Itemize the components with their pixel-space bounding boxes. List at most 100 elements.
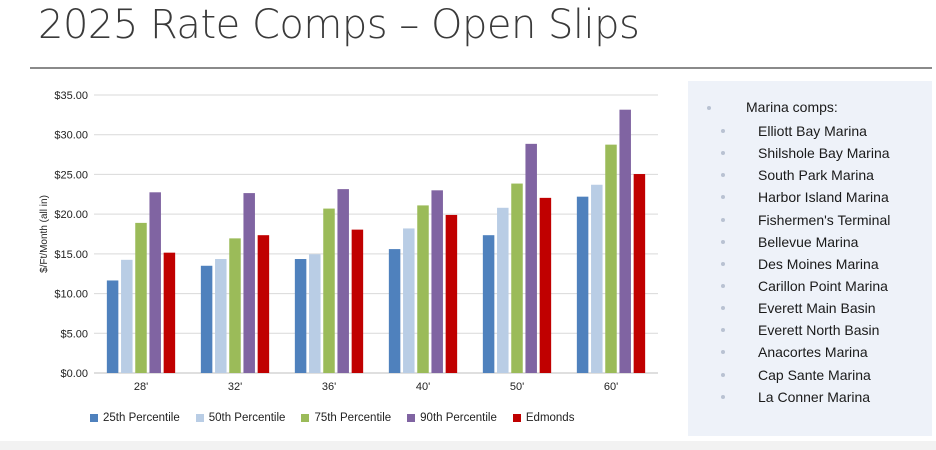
bar xyxy=(417,205,429,373)
y-tick-label: $5.00 xyxy=(60,328,88,340)
bar xyxy=(388,249,401,373)
y-tick-label: $15.00 xyxy=(54,249,88,261)
bullet-icon xyxy=(721,217,725,222)
y-tick-label: $25.00 xyxy=(54,169,88,181)
y-tick-label: $30.00 xyxy=(54,130,88,142)
comp-name: Harbor Island Marina xyxy=(758,189,889,206)
bar xyxy=(591,184,603,373)
bar xyxy=(497,207,509,373)
bar xyxy=(229,238,241,373)
comp-name: Everett Main Basin xyxy=(758,300,876,317)
bar xyxy=(163,252,176,373)
bar xyxy=(257,235,270,373)
bar xyxy=(482,235,495,373)
x-tick-label: 36' xyxy=(322,381,336,393)
legend-item: 50th Percentile xyxy=(195,412,286,424)
x-tick-label: 50' xyxy=(510,381,524,393)
bullet-icon xyxy=(721,372,725,377)
bullet-icon xyxy=(721,261,725,266)
bottom-strip xyxy=(0,441,936,450)
bar xyxy=(619,109,631,374)
bar xyxy=(323,208,335,373)
comp-name: Carillon Point Marina xyxy=(758,277,888,294)
legend-label: 50th Percentile xyxy=(208,412,286,424)
bar xyxy=(431,190,443,373)
legend-swatch xyxy=(512,414,521,422)
legend-item: Edmonds xyxy=(512,412,574,424)
bar xyxy=(294,259,307,373)
comps-heading: Marina comps: xyxy=(746,99,838,115)
rate-chart-svg: $0.00 $5.00 $10.00 $15.00 $20.00 $25.00 $30.00… xyxy=(39,90,658,393)
x-tick-label: 40' xyxy=(416,381,430,393)
comp-list-item: Elliott Bay Marina xyxy=(688,120,932,142)
comp-list-item: Des Moines Marina xyxy=(688,253,932,275)
bar xyxy=(525,143,537,373)
comp-list-item: Cap Sante Marina xyxy=(688,364,932,386)
comp-list-item: Everett Main Basin xyxy=(688,297,932,319)
comp-list-item: Shilshole Bay Marina xyxy=(688,142,932,164)
bullet-icon xyxy=(721,328,725,333)
legend-label: 90th Percentile xyxy=(420,412,497,424)
comp-name: Everett North Basin xyxy=(758,322,880,339)
comps-list: Elliott Bay Marina Shilshole Bay Marina So… xyxy=(688,120,932,408)
rate-chart: $0.00 $5.00 $10.00 $15.00 $20.00 $25.00 $30.00… xyxy=(0,80,680,440)
bar xyxy=(511,183,523,373)
marina-comps-panel: Marina comps: Elliott Bay Marina Shilshol… xyxy=(688,81,932,436)
bar xyxy=(605,144,617,373)
bar xyxy=(337,189,349,373)
comp-name: Cap Sante Marina xyxy=(758,366,871,383)
legend-swatch xyxy=(301,414,310,422)
x-tick-label: 28' xyxy=(134,381,148,393)
comp-list-item: Everett North Basin xyxy=(688,319,932,341)
bar xyxy=(243,193,255,373)
bullet-icon xyxy=(721,151,725,156)
comp-name: Anacortes Marina xyxy=(758,344,868,361)
legend-item: 75th Percentile xyxy=(301,412,391,424)
bar xyxy=(576,196,589,373)
y-tick-label: $35.00 xyxy=(54,90,88,102)
comp-list-item: Bellevue Marina xyxy=(688,231,932,253)
comp-list-item: Carillon Point Marina xyxy=(688,275,932,297)
bullet-icon xyxy=(721,173,725,178)
y-tick-label: $20.00 xyxy=(54,209,88,221)
bullet-icon xyxy=(721,283,725,288)
legend-item: 90th Percentile xyxy=(407,412,497,424)
bar xyxy=(200,265,213,373)
bullet-icon xyxy=(721,350,725,355)
bullet-icon xyxy=(721,394,725,399)
bar xyxy=(121,259,133,373)
bar xyxy=(351,229,364,373)
y-axis-title: $/Ft/Month (all in) xyxy=(39,195,50,273)
comp-list-item: South Park Marina xyxy=(688,164,932,186)
bullet-icon xyxy=(721,129,725,133)
legend-label: 25th Percentile xyxy=(103,412,180,424)
chart-legend: 25th Percentile 50th Percentile 75th Perce… xyxy=(90,412,574,424)
comp-list-item: Harbor Island Marina xyxy=(688,186,932,208)
bar xyxy=(309,254,321,373)
x-tick-label: 32' xyxy=(228,381,242,393)
bar xyxy=(135,222,147,373)
comp-name: Shilshole Bay Marina xyxy=(758,145,890,162)
comp-name: Fishermen's Terminal xyxy=(758,211,891,228)
bar xyxy=(539,197,552,373)
comp-list-item: Fishermen's Terminal xyxy=(688,209,932,231)
title-divider xyxy=(30,67,932,69)
comp-name: South Park Marina xyxy=(758,167,874,184)
y-tick-label: $10.00 xyxy=(54,289,88,301)
legend-item: 25th Percentile xyxy=(90,412,180,424)
legend-swatch xyxy=(90,414,98,422)
comp-name: Des Moines Marina xyxy=(758,255,879,272)
bar xyxy=(445,214,458,373)
bullet-icon xyxy=(721,306,725,311)
bar xyxy=(215,259,227,373)
page-title: 2025 Rate Comps – Open Slips xyxy=(38,2,640,48)
bar xyxy=(149,192,161,373)
bar xyxy=(403,228,415,373)
bullet-icon xyxy=(707,106,711,110)
legend-swatch xyxy=(195,414,204,422)
bullet-icon xyxy=(721,239,725,244)
comp-name: Bellevue Marina xyxy=(758,233,859,250)
bar xyxy=(106,280,119,373)
x-tick-label: 60' xyxy=(604,381,618,393)
legend-swatch xyxy=(407,414,416,422)
